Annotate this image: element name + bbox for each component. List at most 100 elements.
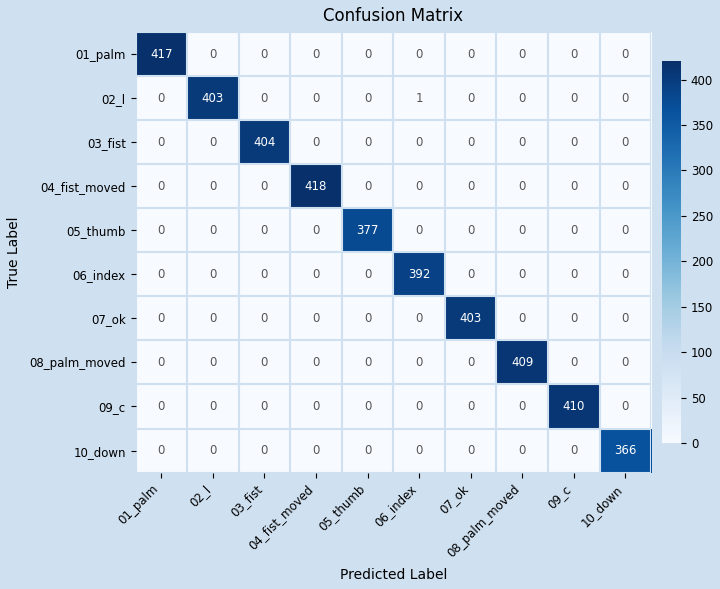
Text: 0: 0	[518, 312, 526, 325]
Text: 0: 0	[621, 224, 629, 237]
Text: 0: 0	[261, 400, 268, 413]
Text: 403: 403	[202, 92, 224, 105]
Text: 377: 377	[356, 224, 379, 237]
Text: 0: 0	[570, 48, 577, 61]
Text: 0: 0	[364, 400, 372, 413]
Text: 0: 0	[364, 444, 372, 457]
Text: 0: 0	[415, 135, 423, 148]
Text: 0: 0	[467, 48, 474, 61]
Text: 0: 0	[312, 356, 320, 369]
Text: 0: 0	[467, 92, 474, 105]
Text: 410: 410	[562, 400, 585, 413]
Text: 0: 0	[209, 356, 217, 369]
Text: 392: 392	[408, 268, 431, 281]
Text: 0: 0	[158, 224, 165, 237]
Text: 0: 0	[261, 312, 268, 325]
Text: 0: 0	[261, 444, 268, 457]
Text: 418: 418	[305, 180, 327, 193]
Text: 0: 0	[415, 312, 423, 325]
Text: 0: 0	[621, 180, 629, 193]
Text: 0: 0	[312, 135, 320, 148]
Text: 0: 0	[467, 268, 474, 281]
Text: 0: 0	[415, 444, 423, 457]
Text: 0: 0	[158, 444, 165, 457]
Text: 0: 0	[570, 224, 577, 237]
Text: 0: 0	[467, 135, 474, 148]
Text: 0: 0	[570, 356, 577, 369]
Text: 0: 0	[570, 180, 577, 193]
Text: 366: 366	[614, 444, 636, 457]
Text: 1: 1	[415, 92, 423, 105]
Text: 0: 0	[209, 400, 217, 413]
Text: 404: 404	[253, 135, 276, 148]
Text: 0: 0	[570, 444, 577, 457]
Text: 0: 0	[209, 180, 217, 193]
Text: 0: 0	[209, 48, 217, 61]
Text: 0: 0	[261, 224, 268, 237]
Text: 0: 0	[621, 356, 629, 369]
Text: 0: 0	[364, 268, 372, 281]
Text: 0: 0	[415, 48, 423, 61]
Text: 0: 0	[364, 312, 372, 325]
Text: 0: 0	[364, 135, 372, 148]
Text: 0: 0	[621, 312, 629, 325]
Text: 0: 0	[570, 268, 577, 281]
Text: 0: 0	[518, 444, 526, 457]
Text: 0: 0	[158, 92, 165, 105]
Text: 0: 0	[570, 312, 577, 325]
Title: Confusion Matrix: Confusion Matrix	[323, 7, 464, 25]
Text: 0: 0	[467, 356, 474, 369]
Text: 0: 0	[467, 224, 474, 237]
Text: 0: 0	[415, 180, 423, 193]
Text: 0: 0	[312, 444, 320, 457]
Text: 0: 0	[261, 180, 268, 193]
Text: 417: 417	[150, 48, 173, 61]
Text: 0: 0	[518, 268, 526, 281]
Text: 0: 0	[312, 48, 320, 61]
Text: 0: 0	[621, 48, 629, 61]
Text: 0: 0	[209, 444, 217, 457]
Text: 0: 0	[621, 135, 629, 148]
Text: 0: 0	[518, 400, 526, 413]
Text: 0: 0	[312, 312, 320, 325]
Text: 0: 0	[621, 268, 629, 281]
Text: 403: 403	[459, 312, 482, 325]
Text: 0: 0	[312, 224, 320, 237]
Text: 0: 0	[518, 92, 526, 105]
Text: 0: 0	[209, 312, 217, 325]
Text: 0: 0	[209, 268, 217, 281]
Text: 0: 0	[312, 268, 320, 281]
Text: 0: 0	[570, 135, 577, 148]
Text: 0: 0	[158, 312, 165, 325]
Text: 0: 0	[518, 48, 526, 61]
Text: 0: 0	[261, 48, 268, 61]
Text: 0: 0	[518, 180, 526, 193]
Text: 0: 0	[518, 135, 526, 148]
Text: 0: 0	[467, 444, 474, 457]
Text: 0: 0	[364, 92, 372, 105]
Text: 0: 0	[158, 135, 165, 148]
X-axis label: Predicted Label: Predicted Label	[340, 568, 447, 582]
Text: 0: 0	[209, 224, 217, 237]
Text: 0: 0	[467, 180, 474, 193]
Text: 0: 0	[158, 180, 165, 193]
Text: 0: 0	[312, 400, 320, 413]
Text: 0: 0	[415, 224, 423, 237]
Text: 0: 0	[261, 356, 268, 369]
Text: 0: 0	[158, 356, 165, 369]
Text: 0: 0	[158, 400, 165, 413]
Text: 0: 0	[621, 400, 629, 413]
Text: 0: 0	[518, 224, 526, 237]
Text: 0: 0	[261, 92, 268, 105]
Y-axis label: True Label: True Label	[7, 217, 21, 288]
Text: 0: 0	[364, 48, 372, 61]
Text: 0: 0	[415, 356, 423, 369]
Text: 0: 0	[261, 268, 268, 281]
Text: 0: 0	[415, 400, 423, 413]
Text: 0: 0	[467, 400, 474, 413]
Text: 0: 0	[209, 135, 217, 148]
Text: 0: 0	[158, 268, 165, 281]
Text: 0: 0	[312, 92, 320, 105]
Text: 0: 0	[364, 180, 372, 193]
Text: 0: 0	[570, 92, 577, 105]
